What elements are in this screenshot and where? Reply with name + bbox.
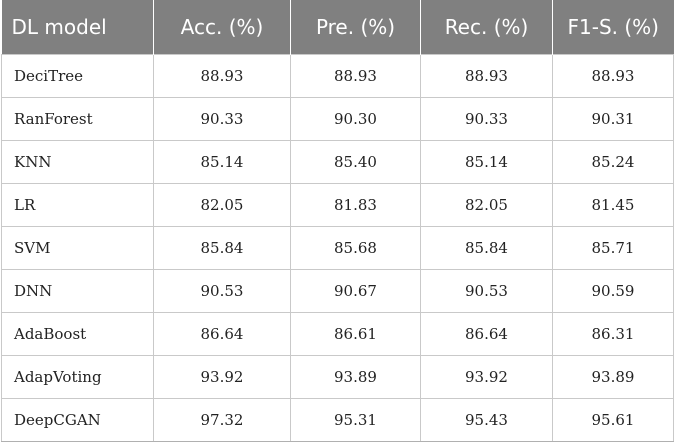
precision-cell: 95.31	[290, 398, 421, 442]
model-name-cell: DNN	[1, 269, 154, 313]
accuracy-cell: 86.64	[153, 312, 291, 356]
precision-cell: 90.30	[290, 97, 421, 141]
f1-score-cell: 81.45	[552, 183, 674, 227]
f1-score-cell: 90.31	[552, 97, 674, 141]
f1-score-cell: 90.59	[552, 269, 674, 313]
table-row: KNN 85.14 85.40 85.14 85.24	[1, 140, 674, 184]
accuracy-cell: 97.32	[153, 398, 291, 442]
precision-cell: 90.67	[290, 269, 421, 313]
f1-score-cell: 85.71	[552, 226, 674, 270]
recall-cell: 93.92	[420, 355, 553, 399]
table-row: RanForest 90.33 90.30 90.33 90.31	[1, 97, 674, 141]
accuracy-cell: 88.93	[153, 54, 291, 98]
precision-cell: 88.93	[290, 54, 421, 98]
table-header: DL model Acc. (%) Pre. (%) Rec. (%) F1-S…	[1, 0, 674, 55]
precision-cell: 93.89	[290, 355, 421, 399]
f1-score-cell: 93.89	[552, 355, 674, 399]
header-accuracy: Acc. (%)	[153, 0, 291, 55]
accuracy-cell: 85.84	[153, 226, 291, 270]
accuracy-cell: 82.05	[153, 183, 291, 227]
f1-score-cell: 86.31	[552, 312, 674, 356]
precision-cell: 85.68	[290, 226, 421, 270]
table-row: SVM 85.84 85.68 85.84 85.71	[1, 226, 674, 270]
precision-cell: 86.61	[290, 312, 421, 356]
accuracy-cell: 85.14	[153, 140, 291, 184]
table-row: AdaBoost 86.64 86.61 86.64 86.31	[1, 312, 674, 356]
recall-cell: 88.93	[420, 54, 553, 98]
recall-cell: 90.53	[420, 269, 553, 313]
table-row: DeepCGAN 97.32 95.31 95.43 95.61	[1, 398, 674, 442]
model-name-cell: DeciTree	[1, 54, 154, 98]
header-dl-model: DL model	[1, 0, 154, 55]
f1-score-cell: 85.24	[552, 140, 674, 184]
model-name-cell: LR	[1, 183, 154, 227]
recall-cell: 85.14	[420, 140, 553, 184]
model-name-cell: KNN	[1, 140, 154, 184]
precision-cell: 81.83	[290, 183, 421, 227]
recall-cell: 90.33	[420, 97, 553, 141]
model-name-cell: AdaBoost	[1, 312, 154, 356]
table-row: LR 82.05 81.83 82.05 81.45	[1, 183, 674, 227]
table-row: AdapVoting 93.92 93.89 93.92 93.89	[1, 355, 674, 399]
model-name-cell: RanForest	[1, 97, 154, 141]
header-precision: Pre. (%)	[290, 0, 421, 55]
recall-cell: 85.84	[420, 226, 553, 270]
header-row: DL model Acc. (%) Pre. (%) Rec. (%) F1-S…	[1, 0, 674, 55]
model-name-cell: AdapVoting	[1, 355, 154, 399]
accuracy-cell: 93.92	[153, 355, 291, 399]
table-body: DeciTree 88.93 88.93 88.93 88.93 RanFore…	[1, 54, 674, 442]
header-f1-score: F1-S. (%)	[552, 0, 674, 55]
model-name-cell: SVM	[1, 226, 154, 270]
table-row: DeciTree 88.93 88.93 88.93 88.93	[1, 54, 674, 98]
header-recall: Rec. (%)	[420, 0, 553, 55]
accuracy-cell: 90.53	[153, 269, 291, 313]
recall-cell: 86.64	[420, 312, 553, 356]
table-row: DNN 90.53 90.67 90.53 90.59	[1, 269, 674, 313]
recall-cell: 82.05	[420, 183, 553, 227]
precision-cell: 85.40	[290, 140, 421, 184]
accuracy-cell: 90.33	[153, 97, 291, 141]
f1-score-cell: 95.61	[552, 398, 674, 442]
f1-score-cell: 88.93	[552, 54, 674, 98]
model-name-cell: DeepCGAN	[1, 398, 154, 442]
recall-cell: 95.43	[420, 398, 553, 442]
